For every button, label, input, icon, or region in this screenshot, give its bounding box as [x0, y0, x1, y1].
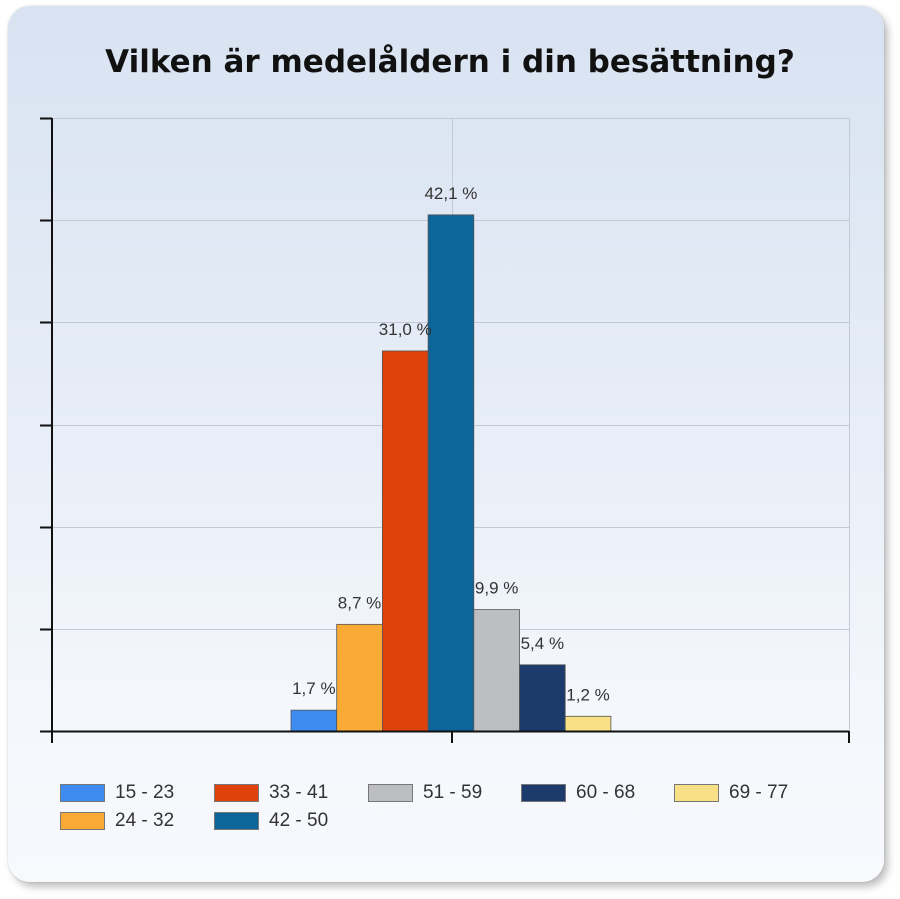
legend-label: 33 - 41	[269, 782, 329, 803]
legend-swatch	[368, 784, 413, 802]
legend-label: 42 - 50	[269, 810, 329, 831]
legend-item: 69 - 77	[674, 782, 788, 804]
axes	[40, 117, 850, 743]
legend-swatch	[60, 784, 105, 802]
bar	[290, 709, 338, 732]
bar-value-label: 1,2 %	[566, 685, 609, 704]
legend-swatch	[214, 784, 259, 802]
bar-value-label: 42,1 %	[424, 184, 477, 203]
legend-label: 69 - 77	[729, 782, 789, 803]
bar-labels: 1,7 % 8,7 % 31,0 % 42,1 % 9,9 % 5,4 % 1,2 %	[292, 184, 610, 704]
legend-item: 33 - 41	[214, 782, 328, 804]
legend-swatch	[521, 784, 566, 802]
bar	[336, 623, 383, 732]
bar-value-label: 31,0 %	[379, 320, 432, 339]
bar	[564, 715, 612, 732]
legend-item: 51 - 59	[368, 782, 482, 804]
legend-item: 24 - 32	[60, 810, 174, 832]
bar	[519, 664, 566, 732]
bar	[381, 350, 429, 732]
legend-label: 15 - 23	[115, 782, 175, 803]
legend-item: 60 - 68	[521, 782, 635, 804]
bars	[290, 214, 612, 732]
bar-value-label: 8,7 %	[338, 593, 381, 612]
legend-swatch	[60, 812, 105, 830]
bar	[473, 609, 520, 732]
bar-value-label: 5,4 %	[521, 634, 564, 653]
bar-value-label: 1,7 %	[292, 679, 335, 698]
legend-item: 15 - 23	[60, 782, 174, 804]
bar-value-label: 9,9 %	[475, 579, 518, 598]
legend-item: 42 - 50	[214, 810, 328, 832]
legend-label: 51 - 59	[423, 782, 483, 803]
chart-title: Vilken är medelåldern i din besättning?	[105, 44, 795, 80]
legend-swatch	[674, 784, 719, 802]
legend-label: 60 - 68	[576, 782, 636, 803]
legend-label: 24 - 32	[115, 810, 175, 831]
bar	[427, 214, 475, 732]
legend-swatch	[214, 812, 259, 830]
